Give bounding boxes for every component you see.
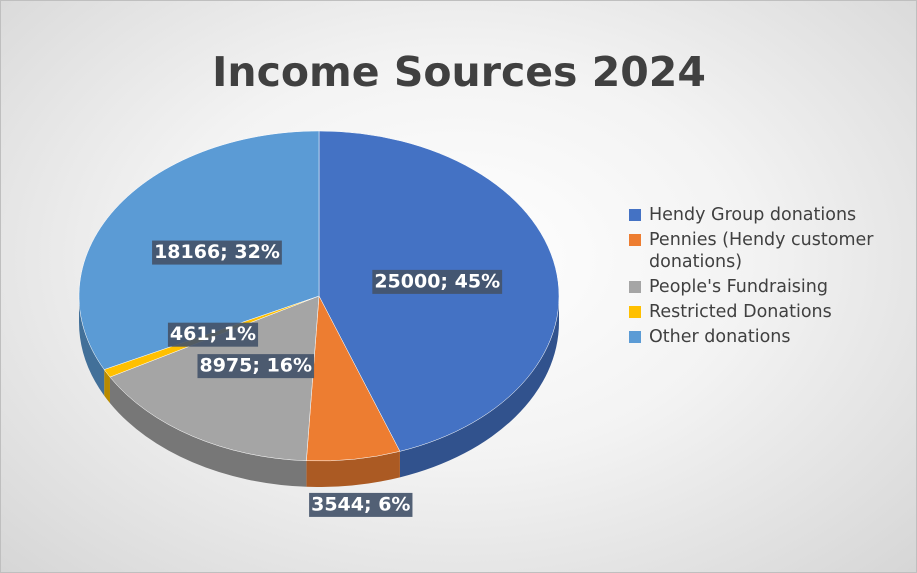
data-label: 8975; 16% [199, 355, 312, 377]
legend-label: Restricted Donations [649, 302, 832, 322]
data-label-bg [167, 322, 259, 347]
data-label-bg [152, 240, 282, 265]
slice-side [399, 296, 559, 478]
chart-title: Income Sources 2024 [212, 48, 706, 96]
legend: Hendy Group donations Pennies (Hendy cust… [629, 204, 909, 351]
data-label: 25000; 45% [374, 270, 500, 292]
data-label: 18166; 32% [154, 241, 280, 263]
legend-label: People's Fundraising [649, 277, 828, 297]
legend-swatch [629, 306, 641, 318]
slice-side [306, 451, 400, 487]
legend-item: Hendy Group donations [629, 204, 909, 226]
legend-swatch [629, 331, 641, 343]
data-label-bg [309, 492, 413, 517]
data-label: 461; 1% [170, 323, 256, 345]
slice-side [79, 296, 105, 396]
legend-item: Pennies (Hendy customer donations) [629, 229, 909, 273]
legend-label: Other donations [649, 327, 791, 347]
data-label-bg [197, 354, 315, 379]
pie-sides [79, 296, 559, 487]
legend-item: Other donations [629, 326, 909, 348]
legend-label: Pennies (Hendy customer donations) [649, 230, 874, 272]
data-label: 3544; 6% [311, 493, 410, 515]
pie-tops [78, 130, 560, 462]
data-labels: 25000; 45% 3544; 6% 8975; 16% 461; 1% 18166;… [152, 240, 503, 517]
data-label-bg [372, 269, 503, 294]
legend-swatch [629, 234, 641, 246]
legend-label: Hendy Group donations [649, 205, 857, 225]
legend-item: Restricted Donations [629, 301, 909, 323]
slice [109, 295, 320, 462]
legend-swatch [629, 209, 641, 221]
slice-side [104, 369, 110, 404]
slice-side [109, 377, 307, 487]
legend-swatch [629, 281, 641, 293]
legend-item: People's Fundraising [629, 276, 909, 298]
